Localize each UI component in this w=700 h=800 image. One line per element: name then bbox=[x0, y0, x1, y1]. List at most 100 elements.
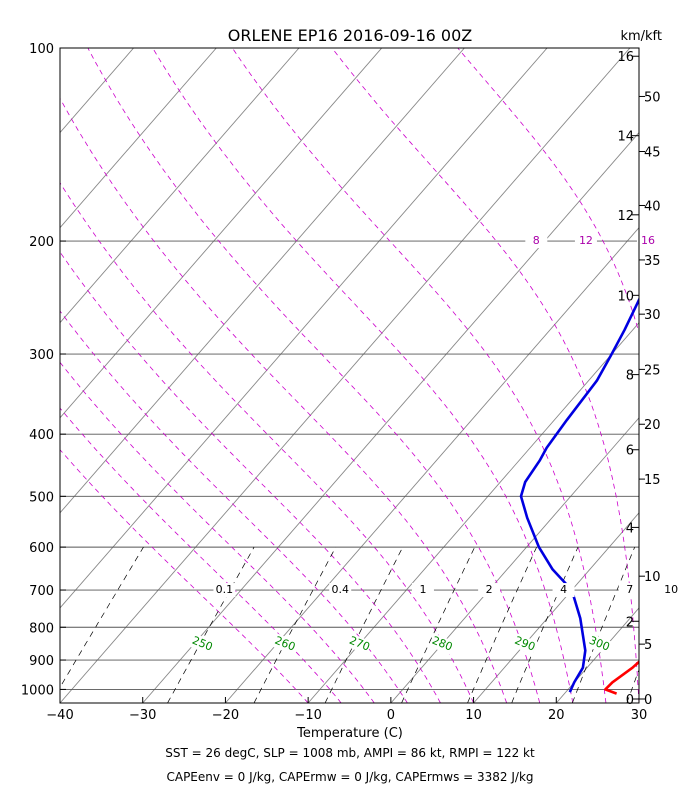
moist-adiabat-label: 16 bbox=[641, 234, 655, 247]
mixing-ratio-label: 4 bbox=[560, 583, 567, 596]
mixing-ratio-label: 0.4 bbox=[331, 583, 349, 596]
km-tick-label: 16 bbox=[617, 50, 634, 65]
dry-adiabat-label-bg bbox=[346, 633, 373, 655]
moist-adiabat-line bbox=[60, 97, 508, 703]
moist-adiabat-label-bg bbox=[574, 234, 597, 249]
x-axis-label: Temperature (C) bbox=[296, 726, 403, 741]
isotherm-line bbox=[60, 48, 383, 419]
mixing-ratio-label-bg bbox=[552, 583, 575, 598]
data-lines bbox=[519, 296, 639, 695]
km-tick-label: 4 bbox=[626, 521, 634, 536]
mixing-ratio-label-bg bbox=[660, 583, 683, 598]
x-tick-label: 10 bbox=[465, 708, 482, 723]
km-tick-label: 10 bbox=[617, 289, 634, 304]
isotherm-line bbox=[60, 48, 134, 134]
mixing-ratio-label: 2 bbox=[486, 583, 493, 596]
kft-tick-label: 25 bbox=[644, 363, 661, 378]
moist-adiabat-label: 8 bbox=[533, 234, 540, 247]
x-tick-label: −40 bbox=[46, 708, 73, 723]
pressure-tick-label: 900 bbox=[29, 654, 54, 669]
moist-adiabat-line bbox=[60, 182, 474, 703]
mixing-ratio-label-bg bbox=[618, 583, 641, 598]
isotherm-line bbox=[473, 512, 639, 703]
pressure-tick-label: 1000 bbox=[21, 683, 54, 698]
kft-tick-label: 15 bbox=[644, 473, 661, 488]
moist-adiabat-label-bg bbox=[525, 234, 548, 249]
dry-adiabat-label-bg bbox=[189, 633, 216, 655]
pressure-tick-label: 400 bbox=[29, 428, 54, 443]
mixing-ratio-line bbox=[167, 546, 255, 703]
moist-adiabat-line bbox=[60, 361, 375, 703]
pressure-tick-label: 300 bbox=[29, 348, 54, 363]
mixing-ratio-label: 0.1 bbox=[216, 583, 234, 596]
pressure-tick-label: 100 bbox=[29, 42, 54, 57]
isotherm-line bbox=[225, 226, 639, 703]
x-tick-label: −20 bbox=[212, 708, 239, 723]
x-tick-label: −10 bbox=[294, 708, 321, 723]
moist-adiabat-line bbox=[152, 48, 574, 703]
axes: −40 −30 −20 −10 0 10 20 30100200300400500600700… bbox=[21, 42, 661, 723]
mixing-ratio-label: 10 bbox=[664, 583, 678, 596]
km-tick-label: 12 bbox=[617, 209, 634, 224]
km-tick-label: 6 bbox=[626, 444, 634, 459]
isotherm-line bbox=[60, 48, 300, 324]
pressure-tick-label: 700 bbox=[29, 584, 54, 599]
kft-tick-label: 45 bbox=[644, 146, 661, 161]
isotherm-line bbox=[60, 48, 548, 609]
moist-adiabat-line bbox=[60, 251, 441, 703]
dry-adiabat-label: 290 bbox=[513, 634, 537, 654]
moist-adiabat-line bbox=[232, 48, 607, 703]
mixing-ratio-label-bg bbox=[329, 583, 352, 598]
isotherm-line bbox=[60, 48, 217, 229]
km-tick-label: 0 bbox=[626, 693, 634, 708]
mixing-ratio-line bbox=[253, 546, 337, 703]
mixing-ratio-line bbox=[571, 546, 636, 703]
kft-tick-label: 5 bbox=[644, 638, 652, 653]
chart-title: ORLENE EP16 2016-09-16 00Z bbox=[228, 26, 473, 45]
dewpoint-profile-line bbox=[519, 296, 639, 693]
isotherm-line bbox=[307, 322, 639, 703]
moist-adiabat-line bbox=[60, 449, 309, 703]
km-tick-label: 8 bbox=[626, 369, 634, 384]
in-plot-labels: 0.10.41247101625026027028029030081216202… bbox=[189, 234, 683, 655]
x-tick-label: 30 bbox=[631, 708, 648, 723]
footer-line-1: SST = 26 degC, SLP = 1008 mb, AMPI = 86 … bbox=[165, 746, 535, 760]
dry-adiabat-label: 280 bbox=[430, 634, 454, 654]
kft-tick-label: 20 bbox=[644, 418, 661, 433]
pressure-tick-label: 600 bbox=[29, 541, 54, 556]
pressure-tick-label: 500 bbox=[29, 490, 54, 505]
mixing-ratio-line bbox=[467, 546, 537, 703]
mixing-ratio-line bbox=[511, 546, 579, 703]
mixing-ratio-label: 7 bbox=[626, 583, 633, 596]
moist-adiabat-line bbox=[457, 48, 639, 334]
mixing-ratio-line bbox=[401, 546, 476, 703]
x-tick-label: −30 bbox=[129, 708, 156, 723]
isotherm-line bbox=[142, 131, 639, 703]
mixing-ratio-label-bg bbox=[411, 583, 434, 598]
isotherm-line bbox=[60, 48, 465, 514]
right-axis-label: km/kft bbox=[620, 29, 662, 44]
x-tick-label: 0 bbox=[387, 708, 395, 723]
dry-adiabat-label-bg bbox=[272, 633, 298, 655]
kft-tick-label: 30 bbox=[644, 308, 661, 323]
mixing-ratio-label-bg bbox=[478, 583, 501, 598]
km-tick-label: 14 bbox=[617, 130, 634, 145]
kft-tick-label: 0 bbox=[644, 693, 652, 708]
dry-adiabat-label-bg bbox=[429, 633, 455, 655]
kft-tick-label: 10 bbox=[644, 570, 661, 585]
kft-tick-label: 50 bbox=[644, 90, 661, 105]
moist-adiabat-line bbox=[331, 48, 639, 703]
moist-adiabat-line bbox=[87, 48, 541, 703]
dry-adiabat-label-bg bbox=[511, 633, 538, 655]
isotherm-line bbox=[0, 48, 51, 703]
mixing-ratio-line bbox=[324, 546, 404, 703]
moist-adiabat-label-bg bbox=[636, 234, 659, 249]
moist-adiabat-line bbox=[60, 310, 408, 703]
mixing-ratio-line bbox=[60, 546, 144, 689]
x-tick-label: 20 bbox=[548, 708, 565, 723]
kft-tick-label: 40 bbox=[644, 199, 661, 214]
mixing-ratio-label: 1 bbox=[419, 583, 426, 596]
isotherm-line bbox=[60, 48, 631, 703]
pressure-tick-label: 200 bbox=[29, 235, 54, 250]
